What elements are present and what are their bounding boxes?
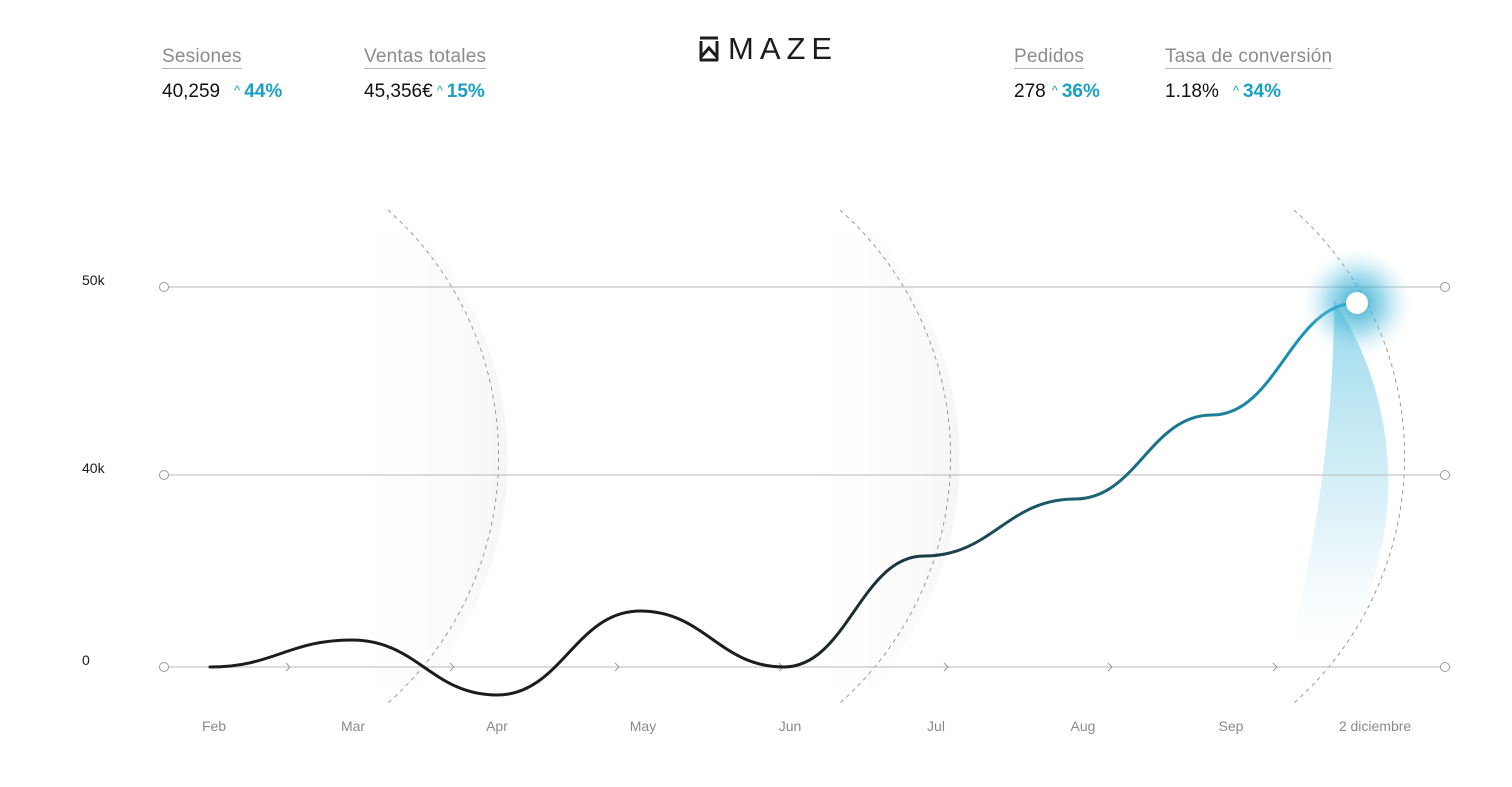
x-tick-label: Jun (779, 718, 802, 734)
arc-shade (800, 230, 960, 690)
arc-shade-highlight (1284, 300, 1389, 670)
stat-label[interactable]: Tasa de conversión (1165, 46, 1333, 67)
x-tick-label: Aug (1071, 718, 1096, 734)
y-axis-labels: 0 40k 50k (82, 272, 106, 668)
grid-end-dot (159, 470, 169, 480)
series-line (208, 301, 1359, 697)
stat-delta: 34% (1242, 81, 1282, 102)
chevron-right-icon (1272, 662, 1278, 672)
x-tick-label: Jul (927, 718, 945, 734)
series-lines (208, 301, 1359, 697)
trend-up-icon: ^ (1232, 83, 1239, 98)
stat-ventas-totales: Ventas totales 45,356€ ^ 15% (364, 46, 486, 103)
arc-divider (387, 209, 500, 704)
grid-end-dot (1440, 470, 1450, 480)
stat-tasa-conversion: Tasa de conversión 1.18% ^ 34% (1165, 46, 1332, 103)
highlight-point (1346, 292, 1368, 314)
y-tick-label: 0 (82, 652, 90, 668)
grid-end-dot (159, 282, 169, 292)
arc-shade (348, 230, 508, 690)
x-tick-label: Feb (202, 718, 226, 734)
brand-logo: MAZE (698, 31, 838, 67)
stat-value: 1.18% (1165, 81, 1219, 102)
grid-lines (159, 282, 1450, 672)
highlight-marker (1302, 248, 1412, 358)
stat-label[interactable]: Pedidos (1014, 46, 1085, 67)
x-tick-label: Mar (341, 718, 365, 734)
stat-label[interactable]: Sesiones (162, 46, 242, 67)
maze-logo-icon (699, 36, 719, 62)
stat-value: 278 (1014, 81, 1046, 102)
chevron-right-icon (449, 662, 455, 672)
y-tick-label: 40k (82, 460, 106, 476)
stat-delta: 44% (244, 81, 283, 102)
stat-label[interactable]: Ventas totales (364, 46, 487, 67)
trend-up-icon: ^ (234, 83, 241, 98)
chevron-right-icon (943, 662, 949, 672)
stat-value: 40,259 (162, 81, 221, 102)
x-tick-label: Apr (486, 718, 508, 734)
chevron-right-icon (614, 662, 620, 672)
stat-delta: 15% (446, 81, 485, 102)
stat-sesiones: Sesiones 40,259 ^ 44% (162, 46, 282, 103)
grid-end-dot (1440, 282, 1450, 292)
x-tick-label: Sep (1219, 718, 1244, 734)
grid-end-dot (159, 662, 169, 672)
trend-up-icon: ^ (1051, 83, 1058, 98)
brand-name: MAZE (728, 31, 839, 66)
stat-value: 45,356€ (364, 81, 433, 102)
x-tick-label: 2 diciembre (1339, 718, 1412, 734)
x-tick-label: May (630, 718, 656, 734)
arc-divider (839, 209, 952, 704)
trend-up-icon: ^ (436, 83, 443, 98)
y-tick-label: 50k (82, 272, 106, 288)
chevron-right-icon (285, 662, 291, 672)
stat-pedidos: Pedidos 278 ^ 36% (1014, 46, 1100, 103)
x-axis-labels: Feb Mar Apr May Jun Jul Aug Sep 2 diciembre (202, 718, 1411, 734)
stat-delta: 36% (1061, 81, 1100, 102)
chevron-right-icon (1107, 662, 1113, 672)
grid-end-dot (1440, 662, 1450, 672)
period-arcs (348, 209, 1406, 704)
